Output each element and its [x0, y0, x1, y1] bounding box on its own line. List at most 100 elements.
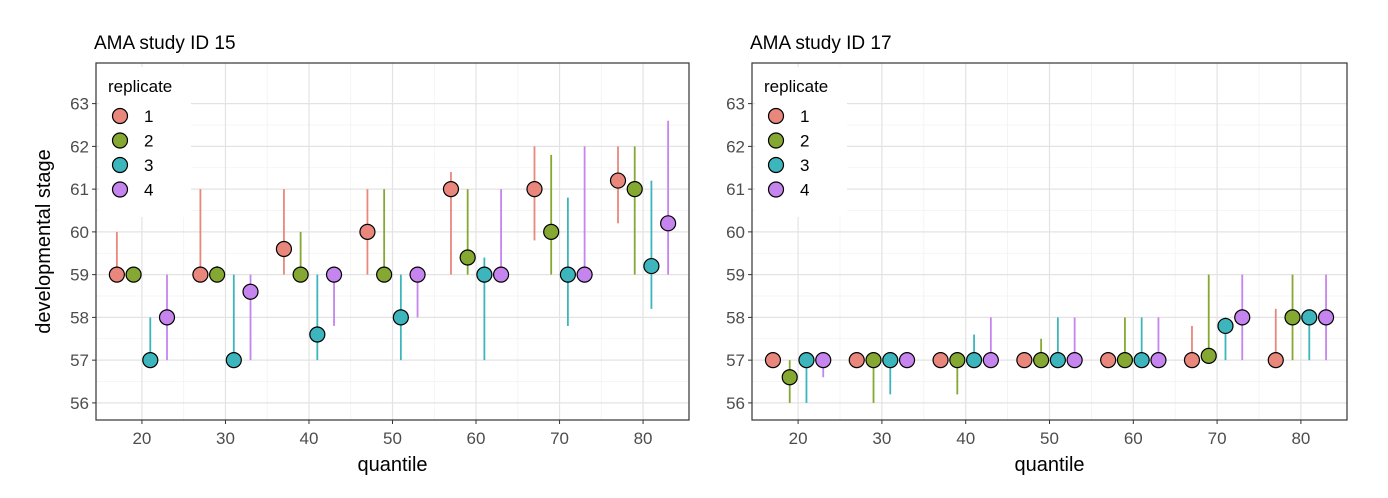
data-point: [1200, 347, 1217, 364]
data-point: [643, 257, 660, 275]
chart-title: AMA study ID 17: [750, 33, 892, 54]
legend-key: [111, 107, 129, 125]
legend-title: replicate: [108, 77, 172, 96]
x-tick-label: 50: [383, 429, 402, 448]
legend-label: 2: [800, 132, 809, 151]
legend-key: [767, 132, 785, 149]
data-point: [392, 309, 409, 326]
data-point: [125, 266, 142, 283]
data-point: [815, 352, 832, 369]
data-point: [1100, 352, 1117, 369]
x-tick-label: 80: [1291, 429, 1310, 448]
data-point: [949, 352, 966, 369]
data-point: [309, 326, 326, 343]
data-point: [1301, 309, 1318, 326]
data-point: [325, 266, 343, 283]
y-tick-label: 57: [70, 351, 89, 370]
y-tick-label: 63: [726, 95, 745, 114]
data-point: [275, 240, 293, 258]
legend-label: 4: [144, 181, 153, 200]
legend-key: [111, 156, 129, 174]
data-point: [158, 309, 176, 326]
data-point: [798, 352, 815, 369]
data-point: [848, 352, 865, 369]
data-point: [1133, 352, 1150, 369]
x-tick-label: 60: [467, 429, 486, 448]
legend: replicate 1 2 3 4: [755, 67, 847, 217]
y-tick-label: 61: [726, 180, 745, 199]
x-tick-label: 70: [550, 429, 569, 448]
legend-label: 1: [144, 107, 153, 126]
data-point: [609, 172, 627, 189]
y-tick-label: 62: [70, 137, 89, 156]
data-point: [359, 223, 376, 240]
y-tick-label: 59: [70, 266, 89, 285]
legend-label: 3: [800, 156, 809, 175]
data-point: [142, 352, 159, 369]
data-point: [660, 215, 677, 232]
data-point: [1016, 352, 1033, 369]
data-point: [1284, 309, 1301, 326]
data-point: [1150, 352, 1167, 369]
x-axis-label: quantile: [1014, 454, 1084, 476]
data-point: [1234, 309, 1251, 326]
x-tick-label: 50: [1040, 429, 1059, 448]
x-tick-label: 60: [1124, 429, 1143, 448]
data-point: [442, 181, 460, 198]
legend-label: 2: [144, 132, 153, 151]
x-tick-label: 30: [216, 429, 235, 448]
y-tick-label: 57: [726, 351, 745, 370]
data-point: [882, 352, 899, 369]
data-point: [476, 266, 493, 283]
data-point: [1267, 352, 1284, 369]
y-axis-label: developmental stage: [33, 149, 55, 334]
y-tick-label: 61: [70, 180, 89, 199]
data-point: [1049, 352, 1066, 369]
x-tick-label: 80: [634, 429, 653, 448]
y-tick-label: 60: [726, 223, 745, 242]
y-tick-label: 58: [70, 308, 89, 327]
data-point: [898, 352, 916, 369]
y-tick-label: 60: [70, 223, 89, 242]
data-point: [1116, 352, 1134, 369]
data-point: [781, 369, 798, 386]
x-tick-label: 70: [1208, 429, 1227, 448]
y-tick-label: 56: [70, 394, 89, 413]
data-point: [1217, 317, 1234, 335]
data-point: [225, 352, 242, 369]
data-point: [982, 352, 999, 369]
y-tick-label: 63: [70, 95, 89, 114]
data-point: [209, 266, 226, 283]
data-point: [576, 266, 593, 283]
legend-label: 1: [800, 107, 809, 126]
x-axis-label: quantile: [357, 454, 427, 476]
data-point: [626, 181, 643, 198]
data-point: [376, 266, 393, 283]
data-point: [764, 352, 782, 369]
data-point: [459, 249, 476, 266]
chart-title: AMA study ID 15: [94, 33, 236, 54]
panel-1: 56 57 58 59 60 61 62 63 20 30 40 50 60 70 80 AMA study …: [33, 33, 690, 476]
data-point: [965, 352, 983, 369]
legend: replicate 1 2 3 4: [99, 67, 191, 217]
legend-key: [767, 181, 785, 198]
panel-2: 56 57 58 59 60 61 62 63 20 30 40 50 60 70 80 AMA study …: [726, 33, 1348, 476]
y-tick-label: 59: [726, 266, 745, 285]
legend-key: [111, 181, 129, 198]
data-point: [108, 266, 125, 283]
data-point: [192, 266, 209, 283]
data-point: [543, 223, 560, 240]
legend-label: 3: [144, 156, 153, 175]
data-point: [492, 266, 510, 283]
data-point: [526, 181, 543, 198]
x-tick-label: 20: [132, 429, 151, 448]
y-tick-label: 62: [726, 137, 745, 156]
x-tick-label: 20: [789, 429, 808, 448]
data-point: [292, 266, 309, 283]
legend-label: 4: [800, 181, 809, 200]
data-point: [865, 352, 882, 369]
x-tick-label: 40: [956, 429, 975, 448]
data-point: [932, 352, 949, 369]
legend-key: [767, 107, 785, 125]
